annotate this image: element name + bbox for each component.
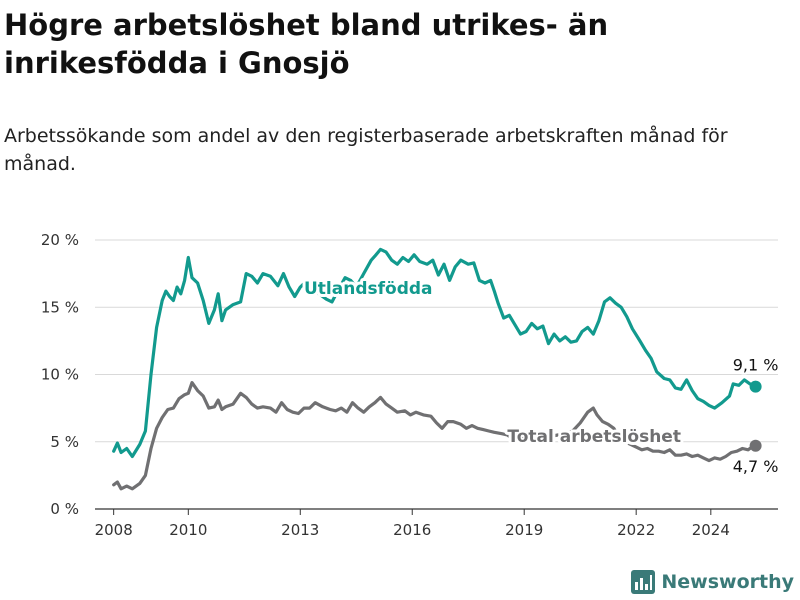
series-annotations: Utlandsfödda Total arbetslöshet (301, 276, 684, 450)
series-label-utlandsfodda: Utlandsfödda (304, 279, 433, 299)
page-title: Högre arbetslöshet bland utrikes- än inr… (4, 8, 609, 80)
grid-lines (95, 239, 778, 510)
brand-name: Newsworthy (661, 571, 794, 593)
series-line-total (112, 381, 758, 491)
y-tick-label: 10 % (41, 366, 79, 384)
x-tick-label: 2022 (617, 521, 655, 539)
x-axis-ticks: 2008 2010 2013 2016 2019 2022 2024 (95, 509, 730, 539)
end-point-total (749, 439, 762, 452)
x-tick-label: 2013 (281, 521, 319, 539)
brand-logo: Newsworthy (631, 570, 794, 594)
y-axis-ticks: 0 % 5 % 10 % 15 % 20 % (41, 231, 79, 518)
series-line-utlandsfodda (112, 247, 758, 459)
y-tick-label: 20 % (41, 231, 79, 249)
y-tick-label: 0 % (50, 500, 79, 518)
end-value-label-total: 4,7 % (733, 457, 779, 476)
page-subtitle: Arbetssökande som andel av den registerb… (4, 125, 728, 175)
bar-chart-logo-icon (631, 570, 656, 594)
x-tick-label: 2019 (505, 521, 543, 539)
end-value-label-utlandsfodda: 9,1 % (733, 356, 779, 375)
x-tick-label: 2024 (692, 521, 730, 539)
x-tick-label: 2010 (169, 521, 207, 539)
x-tick-label: 2016 (393, 521, 431, 539)
x-tick-label: 2008 (95, 521, 133, 539)
end-point-utlandsfodda (749, 380, 762, 393)
series-lines (112, 247, 758, 491)
y-tick-label: 5 % (50, 433, 79, 451)
series-end-markers: 9,1 % 4,7 % (731, 354, 781, 478)
series-label-total: Total arbetslöshet (507, 427, 681, 447)
y-tick-label: 15 % (41, 298, 79, 316)
